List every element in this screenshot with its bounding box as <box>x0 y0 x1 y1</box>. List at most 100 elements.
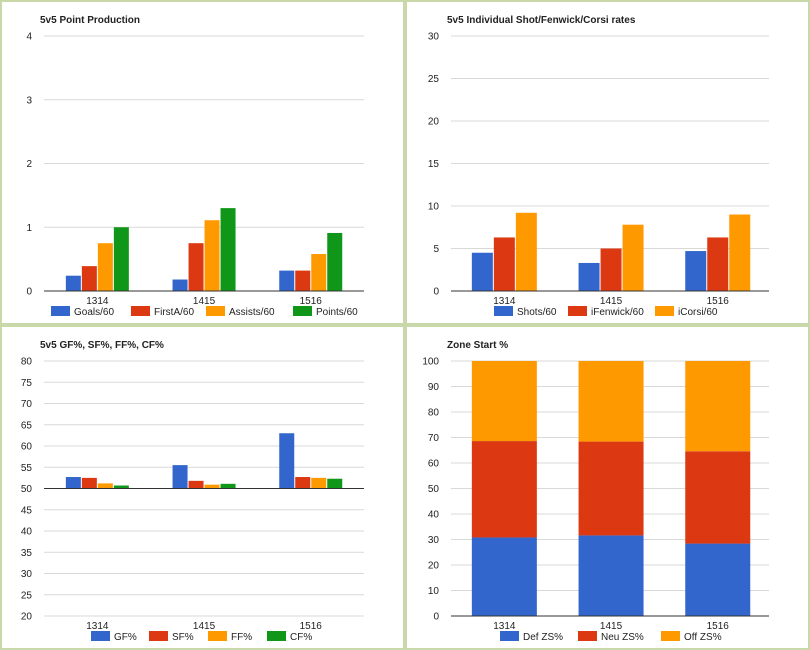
legend-swatch <box>149 631 168 641</box>
x-tick-label: 1516 <box>300 296 323 307</box>
legend-label: FirstA/60 <box>154 307 194 318</box>
bar-points-60-1516 <box>327 232 343 291</box>
y-tick-label: 65 <box>21 420 33 431</box>
bar-points-60-1314 <box>113 227 129 291</box>
y-tick-label: 10 <box>428 586 440 597</box>
chart-title: 5v5 Individual Shot/Fenwick/Corsi rates <box>447 15 636 26</box>
bar-sf--1314 <box>81 477 97 489</box>
y-tick-label: 55 <box>21 463 33 474</box>
bar-ifenwick-60-1516 <box>707 237 729 291</box>
x-tick-label: 1516 <box>707 621 730 632</box>
bar-sf--1415 <box>188 480 204 489</box>
bar-shots-60-1314 <box>471 252 493 291</box>
legend-swatch <box>51 306 70 316</box>
x-tick-label: 1516 <box>707 296 730 307</box>
y-tick-label: 0 <box>433 612 439 623</box>
bar-ifenwick-60-1314 <box>493 237 515 291</box>
legend-label: Goals/60 <box>74 307 114 318</box>
y-tick-label: 5 <box>433 244 439 255</box>
x-tick-label: 1314 <box>493 621 516 632</box>
bar-ifenwick-60-1415 <box>600 248 622 291</box>
bar-def-zs--1415 <box>578 535 644 616</box>
y-tick-label: 50 <box>21 484 33 495</box>
chart-title: 5v5 GF%, SF%, FF%, CF% <box>40 340 164 351</box>
bar-icorsi-60-1415 <box>622 224 644 291</box>
y-tick-label: 2 <box>26 159 32 170</box>
legend-swatch <box>208 631 227 641</box>
x-tick-label: 1415 <box>193 296 216 307</box>
legend-swatch <box>206 306 225 316</box>
legend-label: Assists/60 <box>229 307 275 318</box>
y-tick-label: 10 <box>428 202 440 213</box>
y-tick-label: 4 <box>26 32 32 43</box>
chart-title: Zone Start % <box>447 340 508 351</box>
chart-point-production: 5v5 Point Production 0 1 2 3 4 1314 1415 1516 Goa… <box>26 15 364 318</box>
bar-assists-60-1516 <box>311 254 327 291</box>
bar-firsta-60-1415 <box>188 243 204 291</box>
y-tick-label: 25 <box>428 74 440 85</box>
legend-swatch <box>568 306 587 316</box>
bar-firsta-60-1516 <box>295 270 311 291</box>
legend-label: CF% <box>290 632 312 643</box>
bar-assists-60-1415 <box>204 220 220 291</box>
bar-neu-zs--1415 <box>578 441 644 536</box>
bar-firsta-60-1314 <box>81 266 97 291</box>
legend-swatch <box>91 631 110 641</box>
legend-swatch <box>578 631 597 641</box>
bar-off-zs--1516 <box>685 361 751 452</box>
bar-ff--1314 <box>97 483 113 489</box>
y-tick-label: 1 <box>26 223 32 234</box>
bar-sf--1516 <box>295 477 311 489</box>
y-tick-label: 30 <box>428 32 440 43</box>
y-tick-label: 80 <box>21 357 33 368</box>
bar-shots-60-1415 <box>578 262 600 291</box>
legend-label: Neu ZS% <box>601 632 644 643</box>
y-tick-label: 50 <box>428 484 440 495</box>
chart-shot-rates: 5v5 Individual Shot/Fenwick/Corsi rates 0… <box>428 15 769 318</box>
y-tick-label: 20 <box>21 612 33 623</box>
bar-goals-60-1415 <box>172 279 188 291</box>
legend-label: Shots/60 <box>517 307 557 318</box>
chart-panel-shot-percentages: 5v5 GF%, SF%, FF%, CF% 20 25 30 35 40 45 50 55 60… <box>0 325 405 650</box>
y-tick-label: 60 <box>21 442 33 453</box>
bar-icorsi-60-1314 <box>515 212 537 291</box>
bar-cf--1314 <box>113 485 129 489</box>
legend-swatch <box>494 306 513 316</box>
bar-gf--1314 <box>65 477 81 489</box>
bar-icorsi-60-1516 <box>729 214 751 291</box>
y-tick-label: 25 <box>21 590 33 601</box>
x-tick-label: 1314 <box>493 296 516 307</box>
x-tick-label: 1314 <box>86 296 109 307</box>
x-tick-label: 1415 <box>600 296 623 307</box>
legend-label: Points/60 <box>316 307 358 318</box>
x-tick-label: 1415 <box>193 621 216 632</box>
bar-assists-60-1314 <box>97 243 113 291</box>
bar-shots-60-1516 <box>685 251 707 291</box>
y-tick-label: 15 <box>428 159 440 170</box>
bar-ff--1516 <box>311 477 327 489</box>
legend-swatch <box>293 306 312 316</box>
y-tick-label: 45 <box>21 505 33 516</box>
y-tick-label: 20 <box>428 117 440 128</box>
legend-swatch <box>267 631 286 641</box>
bar-off-zs--1314 <box>471 361 537 442</box>
legend-label: Off ZS% <box>684 632 722 643</box>
legend-label: Def ZS% <box>523 632 563 643</box>
bar-neu-zs--1314 <box>471 441 537 538</box>
bar-gf--1516 <box>279 433 295 489</box>
bar-def-zs--1516 <box>685 543 751 616</box>
y-tick-label: 0 <box>26 287 32 298</box>
y-tick-label: 30 <box>21 569 33 580</box>
bar-ff--1415 <box>204 484 220 489</box>
bar-off-zs--1415 <box>578 361 644 442</box>
bar-cf--1415 <box>220 483 236 489</box>
legend-label: SF% <box>172 632 194 643</box>
legend-swatch <box>131 306 150 316</box>
bar-goals-60-1516 <box>279 270 295 291</box>
y-tick-label: 100 <box>422 357 439 368</box>
legend-label: FF% <box>231 632 252 643</box>
y-tick-label: 40 <box>428 510 440 521</box>
bar-neu-zs--1516 <box>685 451 751 544</box>
y-tick-label: 35 <box>21 548 33 559</box>
chart-title: 5v5 Point Production <box>40 15 140 26</box>
